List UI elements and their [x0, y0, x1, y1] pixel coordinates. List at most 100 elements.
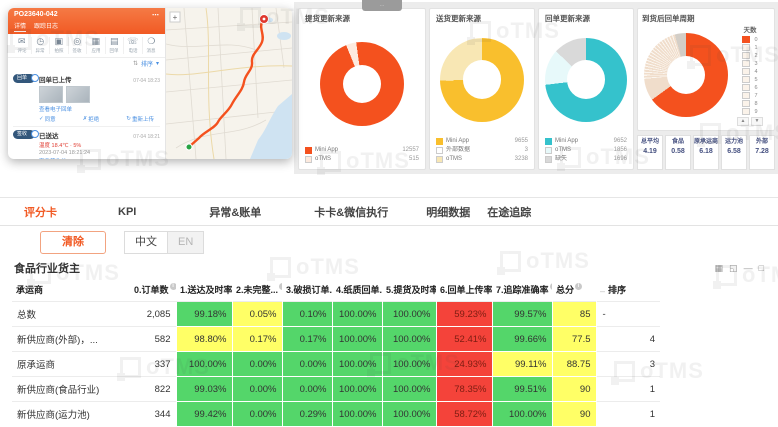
snapshot-icon[interactable]: ◱	[729, 263, 738, 273]
value-cell: 337	[130, 351, 176, 377]
legend-item[interactable]: 7	[742, 92, 758, 99]
route-map[interactable]: +	[165, 8, 292, 159]
carrier-cell: 新供应商(外部)，...	[12, 326, 130, 352]
value-cell: 0.00%	[281, 376, 333, 402]
value-cell: 0.00%	[231, 351, 283, 377]
photo-icon: ▣	[54, 36, 63, 46]
info-icon[interactable]: i	[549, 283, 552, 290]
column-header-label: 4.纸质回单...	[336, 285, 382, 295]
legend-item[interactable]: oTMS 1856	[545, 146, 627, 155]
legend-swatch	[742, 68, 751, 75]
language-zh-button[interactable]: 中文	[124, 231, 168, 254]
legend-item[interactable]: 4	[742, 68, 758, 75]
column-header[interactable]: 2.未完整...i	[232, 280, 282, 302]
value-cell: 78.35%	[435, 376, 493, 402]
column-header[interactable]: 7.追踪准确率i	[492, 280, 552, 302]
language-en-button[interactable]: EN	[168, 231, 205, 254]
tab-tracking-log[interactable]: 跟踪日志	[34, 24, 59, 30]
sort-button[interactable]: 排序	[140, 62, 153, 68]
sign-detail-link[interactable]: 查看签收单	[39, 157, 160, 159]
pod-button[interactable]: ▤ 回单	[106, 37, 124, 54]
column-header[interactable]: 5.提货及时率i	[382, 280, 436, 302]
legend-item[interactable]: 8	[742, 100, 758, 107]
charts-strip: 提货更新来源 Mini App 12557 oTMS 515 送货更新来源 Mini …	[294, 2, 778, 174]
value-cell: 0.17%	[231, 326, 283, 352]
legend-item[interactable]: 0	[742, 36, 758, 43]
pickup-source-donut[interactable]	[320, 42, 404, 126]
legend-item[interactable]: 外部数据 3	[436, 146, 528, 155]
photo-button[interactable]: ▣ 拍照	[50, 37, 69, 54]
legend-item[interactable]: 5	[742, 76, 758, 83]
tab-6[interactable]: 在途追踪	[487, 206, 532, 219]
pod-cycle-donut[interactable]	[644, 33, 728, 117]
column-header[interactable]: 3.破损订单... i	[282, 280, 332, 302]
info-icon[interactable]: i	[279, 283, 282, 290]
sort-dash-icon: –	[600, 286, 606, 296]
column-header[interactable]: 0.订单数 i	[130, 280, 176, 302]
legend-item[interactable]: Mini App 9652	[545, 137, 627, 146]
column-header[interactable]: 1.送达及时率i	[176, 280, 232, 302]
tab-5[interactable]: 明细数据	[426, 206, 471, 219]
legend-item[interactable]: 1	[742, 44, 758, 51]
apps-button[interactable]: ▦ 应用	[87, 37, 106, 54]
table-row: 总数 2,085 99.18% 0.05% 0.10% 100.00% 100.00% 59.…	[12, 301, 660, 327]
stat-value: 4.19	[643, 148, 657, 155]
reject-link[interactable]: ✗ 拒绝	[82, 116, 100, 123]
controls-row: 清除 中文 EN	[40, 231, 205, 254]
tab-3[interactable]: 异常&账单	[209, 206, 262, 219]
info-icon[interactable]: i	[575, 283, 583, 290]
tab-4[interactable]: 卡卡&微信执行	[314, 206, 389, 219]
chart-title: 提货更新来源	[305, 14, 350, 23]
legend-label: oTMS	[555, 147, 572, 153]
value-cell: 99.03%	[175, 376, 233, 402]
sort-arrows-icon: ⇅	[132, 61, 138, 67]
legend-value: 9655	[514, 138, 528, 144]
legend-item[interactable]: oTMS 3238	[436, 155, 528, 164]
pod-photo-thumbnail[interactable]	[39, 86, 64, 103]
value-cell: 0.00%	[231, 376, 283, 402]
column-header[interactable]: – 排序	[596, 280, 660, 302]
legend-item[interactable]: Mini App 12557	[305, 146, 419, 155]
event-time: 07-04 18:23	[133, 78, 160, 84]
message-button[interactable]: ❍ 消息	[143, 37, 161, 54]
sign-button[interactable]: ◎ 签收	[69, 37, 87, 54]
legend-item[interactable]: 3	[742, 60, 758, 67]
column-header[interactable]: 总分 i	[552, 280, 596, 302]
more-menu-icon[interactable]: ⋯	[152, 12, 159, 19]
column-header[interactable]: 承运商	[12, 280, 130, 302]
maximize-icon[interactable]: □	[758, 263, 764, 273]
legend-item[interactable]: oTMS 515	[305, 155, 419, 164]
caret-down-icon[interactable]: ▾	[155, 61, 159, 67]
tab-2[interactable]: KPI	[118, 205, 137, 218]
zoom-in-control[interactable]	[169, 11, 181, 23]
delivery-source-donut[interactable]	[440, 37, 524, 122]
legend-item[interactable]: 2	[742, 52, 758, 59]
save-icon[interactable]: ▦	[714, 263, 724, 273]
minimize-icon[interactable]: —	[743, 263, 753, 273]
phone-button[interactable]: ☏ 电话	[124, 37, 143, 54]
reupload-link[interactable]: ↻ 重新上传	[126, 116, 154, 123]
legend-label: 6	[754, 84, 758, 91]
info-icon[interactable]: i	[169, 283, 176, 290]
legend-item[interactable]: 9	[742, 108, 758, 115]
column-header[interactable]: 4.纸质回单...i	[332, 280, 382, 302]
legend-item[interactable]: 缺失 1696	[545, 155, 627, 164]
legend-scroll-down[interactable]: ▼	[751, 117, 763, 126]
legend-scroll-up[interactable]: ▲	[737, 117, 749, 126]
order-number: PO23640-042	[14, 11, 58, 18]
value-cell: 822	[130, 376, 176, 402]
pod-source-donut[interactable]	[545, 37, 627, 122]
exception-button[interactable]: ◷ 异常	[32, 37, 50, 54]
column-header[interactable]: 6.回单上传率i	[436, 280, 492, 302]
comment-button[interactable]: ✉ 评论	[13, 37, 32, 54]
tab-detail[interactable]: 详情	[14, 21, 27, 32]
approve-link[interactable]: ✓ 同意	[39, 116, 56, 123]
legend-item[interactable]: 6	[742, 84, 758, 91]
epod-link[interactable]: 查看电子回单	[39, 107, 73, 113]
pod-photo-thumbnail[interactable]	[66, 86, 91, 103]
stat-value: 7.28	[755, 148, 769, 155]
clear-button[interactable]: 清除	[40, 231, 106, 254]
tab-1[interactable]: 评分卡	[24, 206, 57, 219]
legend-item[interactable]: Mini App 9655	[436, 137, 528, 146]
origin-pin[interactable]	[185, 143, 193, 151]
